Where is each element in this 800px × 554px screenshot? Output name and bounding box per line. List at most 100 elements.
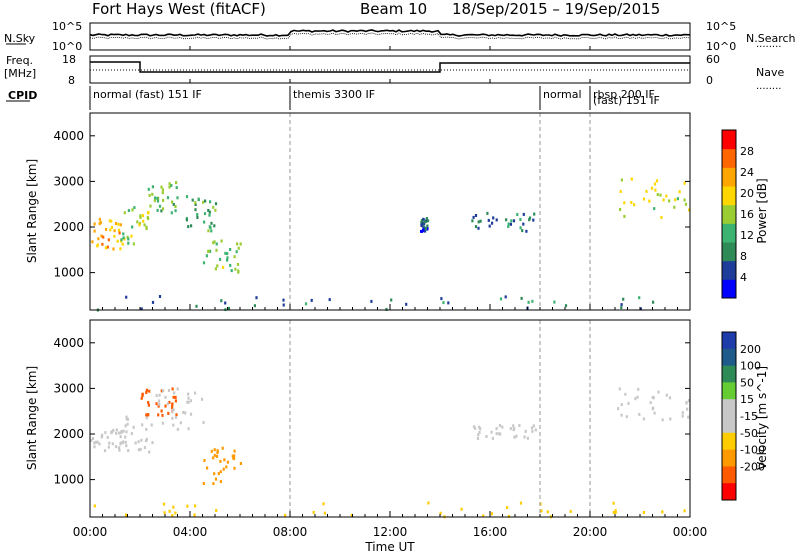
- heatmap-cell: [104, 431, 107, 435]
- heatmap-cell: [495, 427, 498, 431]
- heatmap-cell: [624, 392, 627, 396]
- heatmap-cell: [155, 402, 158, 406]
- heatmap-cell: [113, 234, 116, 238]
- heatmap-cell: [94, 440, 97, 444]
- heatmap-cell: [191, 198, 194, 202]
- cpid-label-3: rbsp 200 IF: [593, 88, 655, 101]
- heatmap-cell: [220, 239, 223, 243]
- heatmap-cell: [657, 390, 660, 394]
- heatmap-cell: [638, 296, 641, 300]
- frequency-panel: Freq. [MHz] 18 8 60 0 Nave ........: [4, 53, 784, 92]
- time-axis-label: Time UT: [364, 540, 415, 554]
- heatmap-cell: [202, 421, 205, 425]
- heatmap-cell: [118, 446, 121, 450]
- heatmap-cell: [117, 228, 121, 232]
- heatmap-cell: [233, 255, 236, 259]
- heatmap-cell: [213, 224, 216, 228]
- heatmap-cell: [390, 298, 393, 302]
- heatmap-cell: [100, 234, 103, 238]
- colorbar-swatch: [722, 365, 736, 383]
- heatmap-cell: [171, 406, 174, 410]
- nsky-label: N.Sky: [4, 32, 36, 45]
- heatmap-cell: [612, 501, 615, 505]
- heatmap-cell: [209, 249, 212, 253]
- colorbar-tick-label: -200: [740, 460, 765, 473]
- beam-title: Beam 10: [360, 0, 427, 18]
- heatmap-cell: [217, 472, 220, 476]
- heatmap-cell: [132, 425, 135, 429]
- colorbar-swatch: [722, 279, 736, 299]
- heatmap-cell: [171, 514, 174, 517]
- heatmap-cell: [124, 513, 128, 517]
- heatmap-cell: [528, 218, 531, 222]
- heatmap-cell: [114, 222, 118, 225]
- heatmap-cell: [215, 509, 218, 512]
- heatmap-cell: [233, 466, 236, 470]
- heatmap-cell: [93, 441, 96, 445]
- heatmap-cell: [224, 251, 227, 255]
- heatmap-cell: [499, 297, 503, 301]
- heatmap-cell: [161, 413, 164, 417]
- heatmap-cell: [145, 413, 148, 417]
- heatmap-cell: [124, 435, 127, 439]
- heatmap-cell: [282, 298, 285, 302]
- nave-tick-top: 60: [706, 53, 720, 66]
- heatmap-cell: [636, 395, 639, 399]
- heatmap-cell: [203, 212, 207, 216]
- heatmap-cell: [120, 238, 123, 242]
- heatmap-cell: [208, 210, 211, 214]
- heatmap-cell: [231, 454, 234, 458]
- heatmap-cell: [618, 387, 621, 391]
- heatmap-cell: [168, 400, 171, 404]
- heatmap-cell: [110, 225, 114, 229]
- heatmap-cell: [171, 410, 174, 414]
- heatmap-cell: [140, 396, 143, 400]
- heatmap-cell: [534, 428, 537, 432]
- heatmap-cell: [213, 448, 216, 452]
- cpid-label-0: normal (fast) 151 IF: [93, 88, 202, 101]
- heatmap-cell: [151, 441, 154, 445]
- heatmap-cell: [681, 411, 684, 415]
- heatmap-cell: [174, 511, 177, 515]
- heatmap-cell: [212, 241, 215, 245]
- heatmap-cell: [164, 395, 167, 399]
- heatmap-cell: [651, 395, 654, 399]
- heatmap-cell: [420, 229, 423, 233]
- heatmap-cell: [158, 295, 162, 298]
- heatmap-cell: [229, 263, 232, 267]
- heatmap-cell: [668, 199, 671, 203]
- ytick-label: 3000: [53, 174, 84, 188]
- heatmap-cell: [498, 423, 501, 427]
- heatmap-cell: [93, 229, 96, 233]
- heatmap-cell: [125, 430, 128, 434]
- colorbar-swatch: [722, 416, 736, 434]
- heatmap-cell: [187, 400, 190, 404]
- heatmap-cell: [106, 435, 109, 439]
- time-axis: 00:00 04:00 08:00 12:00 16:00 20:00 00:00: [73, 46, 707, 539]
- heatmap-cell: [127, 237, 130, 241]
- heatmap-cell: [105, 228, 108, 231]
- colorbar-tick-label: 16: [740, 208, 754, 221]
- heatmap-cell: [194, 203, 197, 206]
- heatmap-cell: [126, 235, 129, 239]
- heatmap-cell: [207, 229, 210, 233]
- heatmap-cell: [614, 510, 617, 514]
- heatmap-cell: [213, 453, 216, 457]
- heatmap-cell: [127, 209, 130, 213]
- heatmap-cell: [617, 407, 620, 411]
- heatmap-cell: [175, 186, 178, 190]
- heatmap-cell: [476, 437, 480, 440]
- heatmap-cell: [440, 297, 443, 301]
- colorbar-frame: [721, 331, 737, 501]
- ytick-label: 3000: [53, 381, 84, 395]
- heatmap-cell: [654, 188, 657, 192]
- heatmap-cell: [108, 441, 111, 445]
- heatmap-cell: [223, 458, 226, 462]
- heatmap-cell: [630, 201, 633, 204]
- heatmap-cell: [651, 407, 654, 411]
- heatmap-cell: [156, 208, 159, 212]
- velocity-panel: 1000 2000 3000 4000 Slant Range [km] 200 100…: [25, 319, 769, 519]
- heatmap-cell: [194, 201, 197, 205]
- heatmap-cell: [678, 190, 681, 194]
